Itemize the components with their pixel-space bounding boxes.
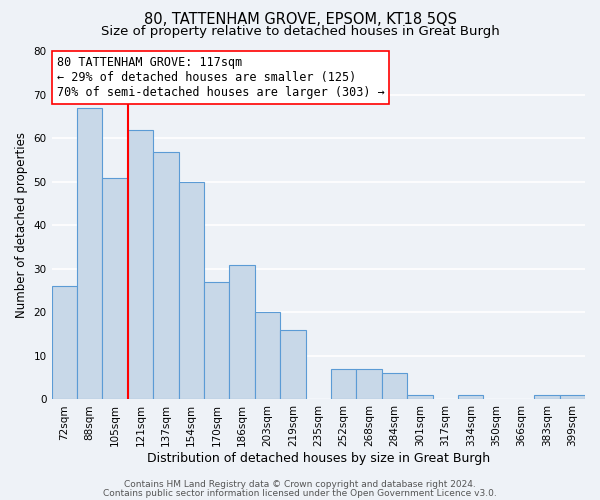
Bar	[534, 395, 560, 400]
Bar	[77, 108, 103, 400]
Bar	[331, 369, 356, 400]
Bar	[356, 369, 382, 400]
Text: Contains public sector information licensed under the Open Government Licence v3: Contains public sector information licen…	[103, 488, 497, 498]
Text: Size of property relative to detached houses in Great Burgh: Size of property relative to detached ho…	[101, 25, 499, 38]
X-axis label: Distribution of detached houses by size in Great Burgh: Distribution of detached houses by size …	[147, 452, 490, 465]
Bar	[458, 395, 484, 400]
Bar	[52, 286, 77, 400]
Text: 80 TATTENHAM GROVE: 117sqm
← 29% of detached houses are smaller (125)
70% of sem: 80 TATTENHAM GROVE: 117sqm ← 29% of deta…	[56, 56, 385, 99]
Bar	[153, 152, 179, 400]
Bar	[179, 182, 204, 400]
Bar	[407, 395, 433, 400]
Bar	[103, 178, 128, 400]
Y-axis label: Number of detached properties: Number of detached properties	[15, 132, 28, 318]
Bar	[382, 374, 407, 400]
Text: 80, TATTENHAM GROVE, EPSOM, KT18 5QS: 80, TATTENHAM GROVE, EPSOM, KT18 5QS	[143, 12, 457, 28]
Bar	[280, 330, 305, 400]
Text: Contains HM Land Registry data © Crown copyright and database right 2024.: Contains HM Land Registry data © Crown c…	[124, 480, 476, 489]
Bar	[128, 130, 153, 400]
Bar	[560, 395, 585, 400]
Bar	[229, 264, 255, 400]
Bar	[204, 282, 229, 400]
Bar	[255, 312, 280, 400]
